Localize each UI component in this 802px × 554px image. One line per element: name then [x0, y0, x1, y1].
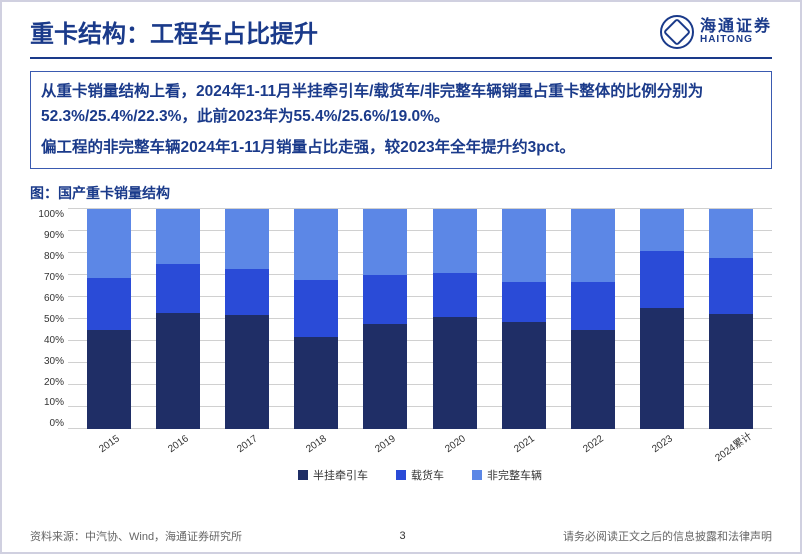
bar-segment: [640, 209, 684, 251]
bar-segment: [433, 317, 477, 429]
bar-column: [225, 209, 269, 429]
bar-segment: [571, 209, 615, 282]
legend-swatch: [396, 470, 406, 480]
x-tick-label: 2024累计: [711, 427, 756, 465]
bar-column: [156, 209, 200, 429]
brand-logo: 海通证券 HAITONG: [660, 15, 772, 49]
x-tick-label: 2015: [88, 427, 133, 465]
y-tick-label: 20%: [44, 377, 64, 388]
bar-segment: [640, 251, 684, 307]
y-tick-label: 50%: [44, 314, 64, 325]
x-tick-label: 2017: [226, 427, 271, 465]
x-tick-label: 2023: [641, 427, 686, 465]
bar-column: [294, 209, 338, 429]
y-tick-label: 100%: [38, 209, 64, 220]
source-text: 资料来源：中汽协、Wind，海通证券研究所: [30, 528, 242, 544]
y-tick-label: 90%: [44, 230, 64, 241]
bar-segment: [156, 209, 200, 264]
bar-column: [709, 209, 753, 429]
y-tick-label: 0%: [50, 418, 64, 429]
bar-segment: [225, 209, 269, 268]
x-tick-label: 2020: [434, 427, 479, 465]
bar-segment: [363, 275, 407, 323]
bar-segment: [294, 337, 338, 429]
bar-segment: [294, 280, 338, 337]
bar-segment: [87, 330, 131, 429]
legend-label: 载货车: [411, 467, 444, 483]
chart-bars: [68, 209, 772, 429]
bar-segment: [502, 322, 546, 430]
y-tick-label: 40%: [44, 335, 64, 346]
bar-column: [433, 209, 477, 429]
bar-segment: [571, 330, 615, 429]
bar-segment: [433, 273, 477, 317]
legend-item: 半挂牵引车: [298, 467, 368, 483]
x-tick-label: 2021: [503, 427, 548, 465]
summary-line-2: 偏工程的非完整车辆2024年1-11月销量占比走强，较2023年全年提升约3pc…: [41, 136, 761, 161]
x-tick-label: 2016: [157, 427, 202, 465]
bar-column: [571, 209, 615, 429]
disclaimer-text: 请务必阅读正文之后的信息披露和法律声明: [563, 528, 772, 544]
y-tick-label: 70%: [44, 272, 64, 283]
legend-swatch: [472, 470, 482, 480]
page-number: 3: [399, 530, 405, 542]
chart-title: 图：国产重卡销量结构: [30, 183, 772, 203]
stacked-bar-chart: 100%90%80%70%60%50%40%30%20%10%0% 201520…: [30, 209, 772, 489]
bar-segment: [502, 282, 546, 322]
bar-segment: [294, 209, 338, 279]
bar-segment: [87, 278, 131, 331]
logo-text-en: HAITONG: [700, 35, 772, 45]
legend-item: 非完整车辆: [472, 467, 542, 483]
bar-segment: [225, 269, 269, 315]
x-tick-label: 2019: [365, 427, 410, 465]
bar-segment: [156, 264, 200, 312]
bar-segment: [640, 308, 684, 430]
bar-segment: [225, 315, 269, 429]
bar-column: [87, 209, 131, 429]
summary-box: 从重卡销量结构上看，2024年1-11月半挂牵引车/载货车/非完整车辆销量占重卡…: [30, 71, 772, 169]
y-tick-label: 30%: [44, 356, 64, 367]
y-tick-label: 60%: [44, 293, 64, 304]
bar-segment: [363, 209, 407, 275]
legend-item: 载货车: [396, 467, 444, 483]
bar-segment: [709, 258, 753, 314]
bar-column: [363, 209, 407, 429]
legend-label: 非完整车辆: [487, 467, 542, 483]
legend-swatch: [298, 470, 308, 480]
x-tick-label: 2018: [296, 427, 341, 465]
bar-segment: [502, 209, 546, 282]
page-title: 重卡结构：工程车占比提升: [30, 14, 318, 49]
bar-segment: [363, 324, 407, 430]
bar-column: [502, 209, 546, 429]
bar-column: [640, 209, 684, 429]
bar-segment: [709, 314, 753, 429]
bar-segment: [571, 282, 615, 330]
haitong-logo-icon: [660, 15, 694, 49]
summary-line-1: 从重卡销量结构上看，2024年1-11月半挂牵引车/载货车/非完整车辆销量占重卡…: [41, 80, 761, 130]
y-tick-label: 80%: [44, 251, 64, 262]
logo-text-cn: 海通证券: [700, 19, 772, 35]
header-divider: [30, 57, 772, 59]
x-tick-label: 2022: [572, 427, 617, 465]
x-axis: 2015201620172018201920202021202220232024…: [68, 433, 772, 448]
chart-legend: 半挂牵引车 载货车 非完整车辆: [68, 467, 772, 483]
bar-segment: [156, 313, 200, 430]
bar-segment: [87, 209, 131, 277]
legend-label: 半挂牵引车: [313, 467, 368, 483]
bar-segment: [709, 209, 753, 258]
bar-segment: [433, 209, 477, 273]
y-axis: 100% 90% 80% 70% 60% 50% 40% 30% 20% 10% 0%: [30, 209, 68, 429]
y-tick-label: 10%: [44, 397, 64, 408]
